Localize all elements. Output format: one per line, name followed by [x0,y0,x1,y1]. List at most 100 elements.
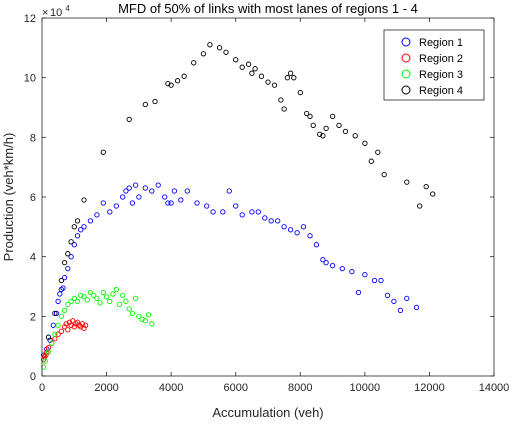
axes: 0 2000 4000 6000 8000 10000 12000 14000 0 2 4 6 8 10 1… [24,13,510,394]
data-point [68,239,74,245]
data-point [320,133,326,139]
data-point [323,259,329,266]
y-tick-label: 8 [30,132,36,144]
data-point [129,310,136,317]
data-point [375,149,381,155]
data-point [43,352,49,358]
data-point [136,194,142,200]
data-point [100,149,106,155]
data-point [307,233,313,239]
data-point [258,73,265,79]
series-3 [40,286,155,370]
data-point [45,334,52,340]
y-tick-label: 6 [30,192,36,204]
data-point [265,79,271,85]
series-1 [40,182,420,358]
data-point [371,277,378,284]
data-point [53,310,60,317]
data-point [284,75,291,81]
data-point [355,289,362,296]
data-point [58,313,65,319]
data-point [223,49,229,55]
data-point [71,242,77,248]
data-point [52,331,58,337]
data-point [204,203,210,209]
data-point [184,188,190,194]
data-point [65,251,71,257]
data-point [100,289,106,296]
data-point [239,64,245,70]
y-axis-label: Production (veh*km/h) [1,133,16,262]
data-point [352,133,358,139]
data-point [58,328,65,334]
data-point [297,89,303,96]
data-point [40,364,47,370]
y-tick-label: 0 [30,371,36,383]
data-point [79,321,86,327]
data-point [281,106,287,112]
data-point [165,80,171,87]
legend-marker [401,53,411,63]
data-point [52,310,58,317]
data-point [71,224,77,230]
data-point [94,295,100,302]
data-point [68,322,74,328]
data-point [287,70,294,76]
data-point [171,188,178,194]
x-axis-label: Accumulation (veh) [212,405,323,420]
data-point [271,82,278,88]
data-point [404,179,410,185]
data-point [384,292,391,299]
data-point [362,271,368,278]
data-point [136,313,142,319]
data-point [233,57,239,63]
data-point [207,42,213,48]
data-point [397,307,404,314]
data-point [378,277,384,284]
data-point [55,331,61,337]
data-point [362,140,368,146]
data-point [45,349,52,355]
data-point [113,286,119,293]
y-tick-label: 4 [30,252,36,264]
legend-marker [401,85,411,95]
y-exponent-base: 10 [50,7,62,19]
data-point [65,301,71,308]
data-point [120,194,126,200]
legend-label: Region 4 [419,85,463,97]
data-point [249,209,255,215]
data-point [152,98,158,105]
data-point [68,254,74,260]
data-point [107,298,113,305]
data-point [404,295,410,302]
data-point [287,227,294,233]
data-point [44,349,50,355]
data-point [181,73,187,79]
x-tick-label: 2000 [94,382,118,394]
data-point [249,70,255,76]
data-point [81,325,87,331]
data-point [84,297,90,303]
data-point [120,292,126,299]
data-point [200,51,207,57]
data-point [304,110,310,117]
data-point [70,318,76,324]
data-point [220,209,226,215]
data-point [142,101,148,108]
data-point [103,294,110,300]
data-point [307,113,313,120]
data-point [300,224,307,230]
data-point [174,78,181,84]
data-point [317,131,323,137]
data-point [126,116,132,123]
data-point [413,304,420,311]
data-point [57,291,63,297]
x-tick-label: 10000 [350,382,381,394]
data-point [342,128,349,135]
data-point [281,224,287,230]
data-point [145,312,152,318]
data-points [40,42,436,370]
legend-box [383,29,485,101]
data-point [339,265,345,272]
data-point [78,227,84,233]
